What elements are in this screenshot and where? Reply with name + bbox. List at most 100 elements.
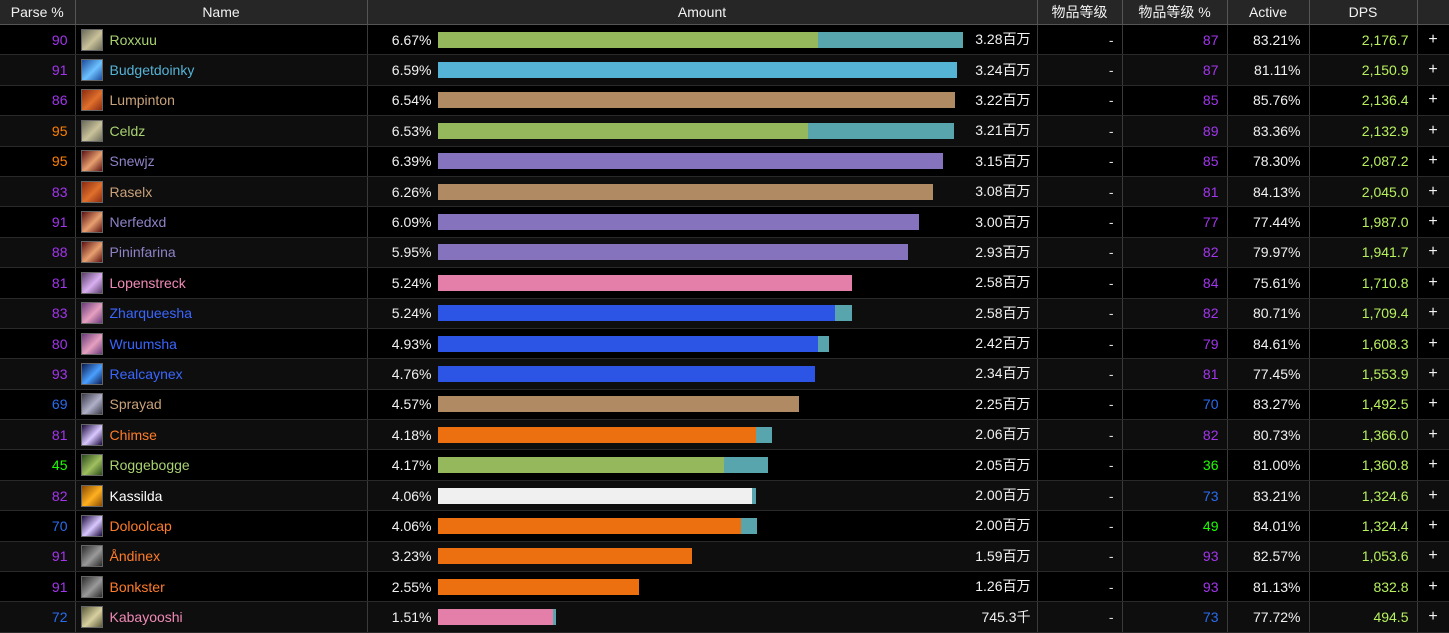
name-cell[interactable]: Kassilda bbox=[75, 480, 368, 512]
expand-button[interactable]: + bbox=[1417, 449, 1449, 481]
player-name-link[interactable]: Lopenstreck bbox=[109, 274, 186, 291]
name-cell[interactable]: Åndinex bbox=[75, 541, 368, 573]
expand-button[interactable]: + bbox=[1417, 146, 1449, 177]
parse-value: 81 bbox=[51, 426, 68, 443]
player-name-link[interactable]: Doloolcap bbox=[109, 517, 172, 534]
player-name-link[interactable]: Raselx bbox=[109, 183, 153, 200]
name-cell[interactable]: Wruumsha bbox=[75, 328, 368, 360]
parse-value: 91 bbox=[51, 578, 68, 595]
player-name-link[interactable]: Roggebogge bbox=[109, 457, 190, 474]
name-cell[interactable]: Roxxuu bbox=[75, 24, 368, 56]
player-name-link[interactable]: Sprayad bbox=[109, 396, 162, 413]
ilvl-cell: - bbox=[1037, 328, 1123, 360]
player-name-link[interactable]: Lumpinton bbox=[109, 92, 175, 109]
amount-bar bbox=[437, 609, 970, 626]
parse-value: 45 bbox=[51, 457, 68, 474]
name-cell[interactable]: Kabayooshi bbox=[75, 601, 368, 633]
parse-cell: 70 bbox=[0, 510, 76, 542]
header-ilvl[interactable]: 物品等级 bbox=[1037, 0, 1123, 25]
dps-cell: 2,176.7 bbox=[1309, 24, 1418, 56]
header-ilvl-pct[interactable]: 物品等级 % bbox=[1122, 0, 1228, 25]
player-name-link[interactable]: Zharqueesha bbox=[109, 305, 193, 322]
header-dps[interactable]: DPS bbox=[1309, 0, 1418, 25]
table-row: 70 Doloolcap 4.06% 2.00百万 -49 84.01% 1,324.4 + bbox=[0, 510, 1449, 542]
header-name[interactable]: Name bbox=[75, 0, 368, 25]
player-name-link[interactable]: Celdz bbox=[109, 122, 146, 139]
expand-button[interactable]: + bbox=[1417, 480, 1449, 512]
name-cell[interactable]: Doloolcap bbox=[75, 510, 368, 542]
expand-button[interactable]: + bbox=[1417, 237, 1449, 269]
expand-button[interactable]: + bbox=[1417, 54, 1449, 86]
name-cell[interactable]: Roggebogge bbox=[75, 449, 368, 481]
amount-value: 2.00百万 bbox=[975, 487, 1031, 504]
active-cell: 75.61% bbox=[1227, 267, 1310, 299]
player-name-link[interactable]: Nerfedxd bbox=[109, 214, 167, 231]
hunter-class-icon bbox=[80, 119, 103, 142]
name-cell[interactable]: Pininfarina bbox=[75, 237, 368, 269]
active-cell: 82.57% bbox=[1227, 541, 1310, 573]
name-cell[interactable]: Chimse bbox=[75, 419, 368, 451]
header-parse[interactable]: Parse % bbox=[0, 0, 76, 25]
expand-button[interactable]: + bbox=[1417, 267, 1449, 299]
header-amount[interactable]: Amount bbox=[367, 0, 1038, 25]
expand-button[interactable]: + bbox=[1417, 571, 1449, 603]
player-name-link[interactable]: Kabayooshi bbox=[109, 609, 183, 626]
player-name-link[interactable]: Snewjz bbox=[109, 153, 155, 170]
expand-button[interactable]: + bbox=[1417, 298, 1449, 329]
name-cell[interactable]: Lopenstreck bbox=[75, 267, 368, 299]
name-cell[interactable]: Celdz bbox=[75, 115, 368, 147]
ilvl-pct-cell: 85 bbox=[1122, 85, 1228, 117]
expand-button[interactable]: + bbox=[1417, 85, 1449, 117]
amount-value: 2.58百万 bbox=[975, 304, 1031, 321]
player-name-link[interactable]: Åndinex bbox=[109, 548, 161, 565]
active-cell: 83.21% bbox=[1227, 24, 1310, 56]
expand-button[interactable]: + bbox=[1417, 358, 1449, 390]
expand-button[interactable]: + bbox=[1417, 419, 1449, 451]
expand-button[interactable]: + bbox=[1417, 24, 1449, 56]
player-name-link[interactable]: Pininfarina bbox=[109, 244, 176, 261]
name-cell[interactable]: Bonkster bbox=[75, 571, 368, 603]
active-cell: 81.00% bbox=[1227, 449, 1310, 481]
expand-button[interactable]: + bbox=[1417, 541, 1449, 573]
ilvl-pct-cell: 82 bbox=[1122, 237, 1228, 269]
player-name-link[interactable]: Chimse bbox=[109, 426, 157, 443]
name-cell[interactable]: Snewjz bbox=[75, 146, 368, 177]
amount-bar bbox=[437, 183, 970, 200]
name-cell[interactable]: Sprayad bbox=[75, 389, 368, 421]
player-name-link[interactable]: Wruumsha bbox=[109, 335, 177, 352]
expand-button[interactable]: + bbox=[1417, 510, 1449, 542]
table-row: 83 Zharqueesha 5.24% 2.58百万 -82 80.71% 1,709.4… bbox=[0, 298, 1449, 329]
name-cell[interactable]: Budgetdoinky bbox=[75, 54, 368, 86]
ilvl-pct-cell: 73 bbox=[1122, 480, 1228, 512]
player-name-link[interactable]: Budgetdoinky bbox=[109, 62, 195, 79]
parse-value: 90 bbox=[51, 31, 68, 48]
expand-button[interactable]: + bbox=[1417, 206, 1449, 238]
table-row: 88 Pininfarina 5.95% 2.93百万 -82 79.97% 1,941.7… bbox=[0, 237, 1449, 269]
player-name-link[interactable]: Roxxuu bbox=[109, 31, 157, 48]
ilvl-cell: - bbox=[1037, 237, 1123, 269]
amount-bar-pet bbox=[553, 609, 556, 626]
header-active[interactable]: Active bbox=[1227, 0, 1310, 25]
name-cell[interactable]: Zharqueesha bbox=[75, 298, 368, 329]
amount-bar-main bbox=[437, 274, 853, 291]
expand-button[interactable]: + bbox=[1417, 389, 1449, 421]
table-row: 95 Snewjz 6.39% 3.15百万 -85 78.30% 2,087.2 + bbox=[0, 146, 1449, 177]
expand-button[interactable]: + bbox=[1417, 176, 1449, 208]
active-cell: 80.73% bbox=[1227, 419, 1310, 451]
name-cell[interactable]: Lumpinton bbox=[75, 85, 368, 117]
player-name-link[interactable]: Realcaynex bbox=[109, 365, 183, 382]
name-cell[interactable]: Realcaynex bbox=[75, 358, 368, 390]
ilvl-cell: - bbox=[1037, 389, 1123, 421]
amount-bar bbox=[437, 457, 970, 474]
name-cell[interactable]: Raselx bbox=[75, 176, 368, 208]
name-cell[interactable]: Nerfedxd bbox=[75, 206, 368, 238]
parse-cell: 81 bbox=[0, 267, 76, 299]
expand-button[interactable]: + bbox=[1417, 115, 1449, 147]
player-name-link[interactable]: Kassilda bbox=[109, 487, 163, 504]
ilvl-cell: - bbox=[1037, 298, 1123, 329]
player-name-link[interactable]: Bonkster bbox=[109, 578, 165, 595]
amount-value: 3.08百万 bbox=[975, 183, 1031, 200]
expand-button[interactable]: + bbox=[1417, 328, 1449, 360]
expand-button[interactable]: + bbox=[1417, 601, 1449, 633]
amount-bar bbox=[437, 335, 970, 352]
